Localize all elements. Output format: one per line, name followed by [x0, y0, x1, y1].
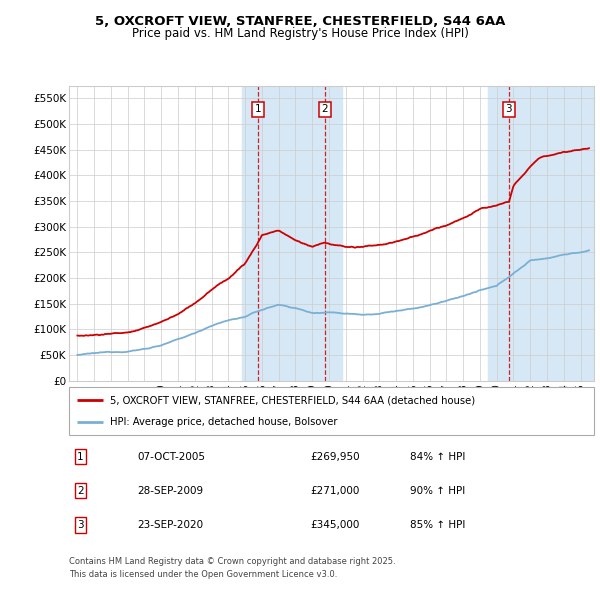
Text: 2: 2	[77, 486, 84, 496]
Text: 5, OXCROFT VIEW, STANFREE, CHESTERFIELD, S44 6AA: 5, OXCROFT VIEW, STANFREE, CHESTERFIELD,…	[95, 15, 505, 28]
Text: This data is licensed under the Open Government Licence v3.0.: This data is licensed under the Open Gov…	[69, 571, 337, 579]
Text: 1: 1	[255, 104, 262, 114]
Text: 23-SEP-2020: 23-SEP-2020	[137, 520, 203, 530]
Text: 28-SEP-2009: 28-SEP-2009	[137, 486, 203, 496]
Text: £345,000: £345,000	[311, 520, 360, 530]
Bar	[242, 86, 343, 381]
Text: 3: 3	[506, 104, 512, 114]
Text: 1: 1	[77, 452, 84, 461]
Text: 85% ↑ HPI: 85% ↑ HPI	[410, 520, 466, 530]
FancyBboxPatch shape	[69, 387, 594, 435]
Text: 90% ↑ HPI: 90% ↑ HPI	[410, 486, 466, 496]
Text: 84% ↑ HPI: 84% ↑ HPI	[410, 452, 466, 461]
Text: Price paid vs. HM Land Registry's House Price Index (HPI): Price paid vs. HM Land Registry's House …	[131, 27, 469, 40]
Bar	[488, 86, 598, 381]
Text: HPI: Average price, detached house, Bolsover: HPI: Average price, detached house, Bols…	[110, 417, 337, 427]
Text: 5, OXCROFT VIEW, STANFREE, CHESTERFIELD, S44 6AA (detached house): 5, OXCROFT VIEW, STANFREE, CHESTERFIELD,…	[110, 395, 475, 405]
Text: £271,000: £271,000	[311, 486, 360, 496]
Text: £269,950: £269,950	[311, 452, 360, 461]
Text: 3: 3	[77, 520, 84, 530]
Text: Contains HM Land Registry data © Crown copyright and database right 2025.: Contains HM Land Registry data © Crown c…	[69, 558, 395, 566]
Text: 2: 2	[322, 104, 328, 114]
Text: 07-OCT-2005: 07-OCT-2005	[137, 452, 205, 461]
